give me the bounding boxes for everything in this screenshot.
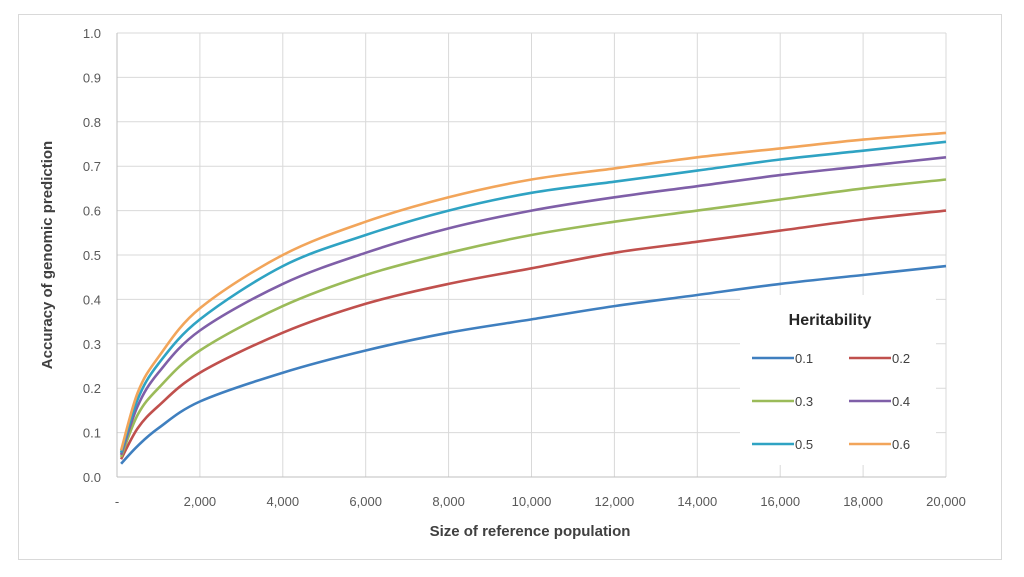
y-tick-label: 0.1 [83,426,101,441]
x-tick-label: 10,000 [512,494,552,509]
x-tick-label: 4,000 [267,494,300,509]
y-tick-label: 0.2 [83,381,101,396]
x-tick-label: 6,000 [349,494,382,509]
y-tick-label: 0.8 [83,115,101,130]
x-tick-label: 2,000 [184,494,217,509]
x-tick-label: 12,000 [595,494,635,509]
y-tick-label: 0.5 [83,248,101,263]
x-tick-label: - [115,494,119,509]
series-line-0.1 [120,264,947,465]
legend-title: Heritability [789,312,872,329]
x-axis-ticks: - 2,000 4,000 6,000 8,000 10,000 12,000 14,000 1… [115,494,966,509]
y-tick-label: 1.0 [83,26,101,41]
legend-label-0.2: 0.2 [892,351,910,366]
y-tick-label: 0.9 [83,70,101,85]
x-tick-label: 18,000 [843,494,883,509]
legend-items: 0.1 0.2 0.3 0.4 0.5 0.6 [752,351,910,452]
x-tick-label: 8,000 [432,494,465,509]
y-tick-label: 0.4 [83,292,101,307]
legend-label-0.3: 0.3 [795,394,813,409]
y-tick-label: 0.6 [83,204,101,219]
series-group [119,131,947,465]
legend-label-0.4: 0.4 [892,394,910,409]
y-axis-label: Accuracy of genomic prediction [39,141,56,369]
y-tick-label: 0.3 [83,337,101,352]
y-axis-ticks: 0.0 0.1 0.2 0.3 0.4 0.5 0.6 0.7 0.8 0.9 1.0 [83,26,101,485]
series-line-0.6 [119,131,947,451]
series-line-0.3 [119,178,947,458]
legend-label-0.1: 0.1 [795,351,813,366]
legend-label-0.6: 0.6 [892,437,910,452]
chart-frame [18,14,1002,560]
legend: Heritability 0.1 0.2 0.3 0.4 0.5 0.6 [740,295,936,465]
x-tick-label: 16,000 [760,494,800,509]
series-line-0.5 [119,140,947,453]
x-tick-label: 14,000 [677,494,717,509]
legend-label-0.5: 0.5 [795,437,813,452]
series-line-0.2 [119,209,947,460]
legend-background [740,295,936,465]
y-tick-label: 0.0 [83,470,101,485]
x-axis-label: Size of reference population [430,523,631,540]
y-tick-label: 0.7 [83,159,101,174]
series-line-0.4 [119,156,947,456]
x-tick-label: 20,000 [926,494,966,509]
